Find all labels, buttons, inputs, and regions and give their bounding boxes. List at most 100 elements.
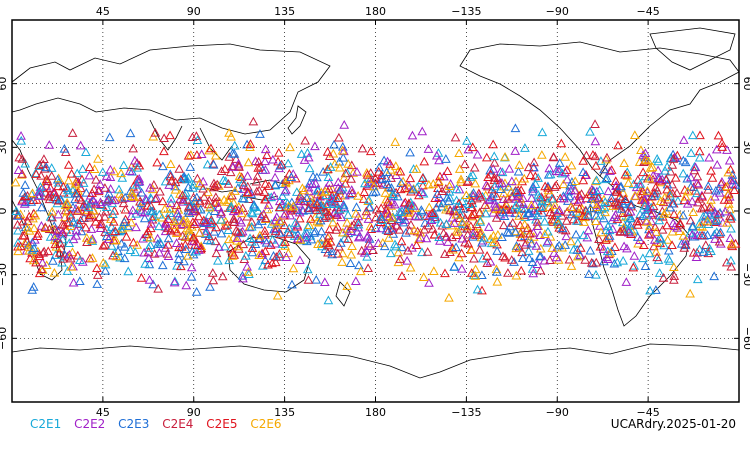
obs-triangle bbox=[81, 206, 91, 216]
obs-triangle bbox=[662, 220, 672, 230]
obs-triangle bbox=[529, 157, 539, 167]
obs-triangle bbox=[13, 165, 24, 174]
obs-triangle bbox=[725, 213, 736, 223]
obs-triangle bbox=[725, 211, 735, 220]
obs-triangle bbox=[30, 210, 41, 220]
obs-triangle bbox=[22, 236, 32, 246]
obs-triangle bbox=[131, 222, 141, 232]
obs-triangle bbox=[223, 225, 234, 234]
obs-triangle bbox=[213, 202, 224, 212]
obs-triangle bbox=[602, 246, 613, 256]
obs-triangle bbox=[68, 216, 79, 226]
obs-triangle bbox=[463, 238, 474, 248]
obs-triangle bbox=[395, 166, 406, 176]
obs-triangle bbox=[470, 178, 481, 188]
obs-triangle bbox=[636, 145, 646, 155]
obs-triangle bbox=[305, 214, 316, 223]
lon-label-bottom: 90 bbox=[187, 406, 201, 419]
obs-triangle bbox=[405, 147, 415, 157]
obs-triangle bbox=[223, 178, 234, 188]
obs-triangle bbox=[238, 239, 249, 249]
obs-triangle bbox=[163, 239, 173, 249]
obs-triangle bbox=[562, 174, 573, 184]
obs-triangle bbox=[345, 258, 356, 268]
obs-triangle bbox=[188, 249, 199, 259]
obs-triangle bbox=[678, 155, 689, 165]
lat-label-right: 30 bbox=[741, 140, 750, 154]
obs-triangle bbox=[385, 248, 396, 258]
obs-triangle bbox=[115, 252, 125, 262]
obs-triangle bbox=[90, 216, 101, 226]
obs-triangle bbox=[726, 238, 737, 248]
obs-triangle bbox=[641, 209, 652, 219]
obs-triangle bbox=[128, 237, 139, 247]
obs-triangle bbox=[339, 119, 350, 129]
obs-triangle bbox=[71, 230, 82, 240]
obs-triangle bbox=[280, 237, 290, 246]
obs-triangle bbox=[503, 268, 513, 277]
obs-triangle bbox=[336, 238, 346, 247]
obs-triangle bbox=[194, 227, 205, 237]
obs-triangle bbox=[324, 151, 335, 160]
obs-triangle bbox=[226, 201, 237, 211]
obs-triangle bbox=[172, 208, 183, 218]
obs-triangle bbox=[635, 235, 645, 245]
obs-triangle bbox=[382, 179, 393, 189]
obs-triangle bbox=[50, 239, 61, 249]
obs-triangle bbox=[284, 223, 295, 233]
obs-triangle bbox=[383, 226, 394, 235]
obs-triangle bbox=[346, 160, 357, 170]
obs-triangle bbox=[561, 231, 572, 241]
coastline bbox=[459, 41, 740, 177]
obs-triangle bbox=[303, 205, 314, 215]
obs-triangle bbox=[465, 171, 476, 181]
lon-label-top: 45 bbox=[96, 5, 110, 18]
obs-triangle bbox=[560, 152, 571, 161]
obs-triangle bbox=[81, 233, 92, 242]
obs-triangle bbox=[611, 186, 622, 196]
obs-triangle bbox=[70, 194, 80, 204]
obs-triangle bbox=[537, 208, 548, 217]
obs-triangle bbox=[498, 220, 509, 230]
obs-triangle bbox=[605, 166, 615, 175]
obs-triangle bbox=[206, 215, 217, 224]
obs-triangle bbox=[169, 277, 180, 287]
obs-triangle bbox=[610, 176, 621, 186]
obs-triangle bbox=[715, 227, 726, 237]
obs-triangle bbox=[475, 192, 486, 201]
obs-triangle bbox=[435, 171, 445, 181]
obs-triangle bbox=[437, 186, 448, 196]
obs-triangle bbox=[438, 228, 449, 237]
obs-triangle bbox=[124, 166, 135, 175]
obs-triangle bbox=[501, 200, 512, 210]
obs-triangle bbox=[497, 167, 508, 177]
obs-triangle bbox=[667, 240, 677, 249]
obs-triangle bbox=[67, 128, 78, 137]
obs-triangle bbox=[342, 217, 352, 227]
obs-triangle bbox=[334, 204, 344, 214]
obs-triangle bbox=[326, 194, 336, 204]
obs-triangle bbox=[537, 127, 548, 137]
obs-triangle bbox=[34, 249, 45, 258]
product-label: UCARdry.2025-01-20 bbox=[610, 417, 736, 431]
obs-triangle bbox=[504, 163, 515, 173]
obs-triangle bbox=[436, 201, 447, 211]
obs-triangle bbox=[208, 275, 219, 285]
obs-triangle bbox=[381, 225, 392, 234]
obs-triangle bbox=[398, 176, 408, 186]
obs-triangle bbox=[396, 178, 406, 187]
obs-triangle bbox=[675, 219, 686, 229]
legend-c2e6: C2E6 bbox=[250, 417, 282, 431]
coastline bbox=[287, 105, 307, 135]
obs-triangle bbox=[277, 191, 288, 200]
obs-triangle bbox=[645, 285, 655, 295]
obs-triangle bbox=[417, 180, 428, 190]
obs-triangle bbox=[603, 186, 614, 196]
obs-triangle bbox=[248, 116, 259, 126]
obs-triangle bbox=[440, 154, 451, 163]
obs-triangle bbox=[230, 186, 240, 195]
obs-triangle bbox=[272, 290, 283, 300]
obs-triangle bbox=[554, 205, 565, 214]
obs-triangle bbox=[507, 204, 517, 214]
obs-triangle bbox=[389, 199, 400, 209]
